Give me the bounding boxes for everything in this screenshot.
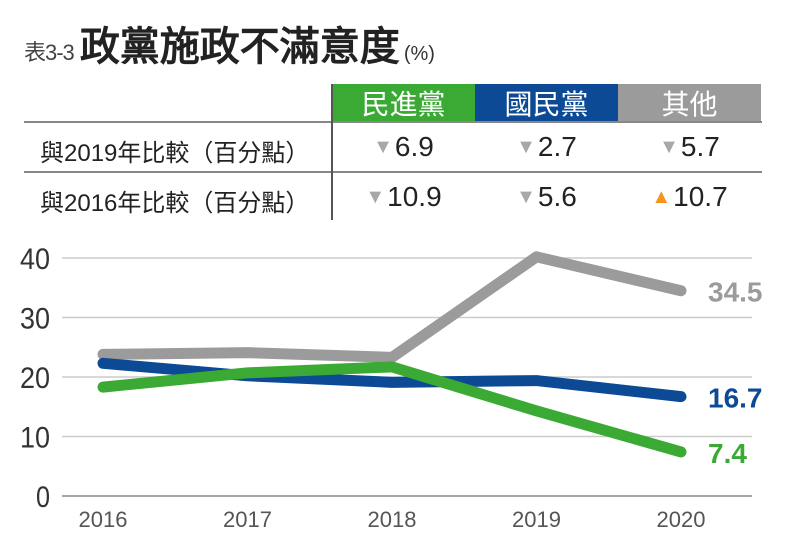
chart-title: 表3-3 政黨施政不滿意度 (%) (24, 14, 435, 72)
column-header: 民進黨 (332, 84, 475, 121)
arrow-down-icon: ▼ (373, 135, 393, 158)
row-divider (24, 219, 762, 221)
x-tick-label: 2017 (223, 507, 272, 532)
end-data-label: 16.7 (708, 383, 763, 414)
table-cell: ▼ 5.7 (618, 125, 761, 169)
arrow-down-icon: ▼ (516, 135, 536, 158)
table-cell: ▼ 10.9 (332, 175, 475, 219)
series-line (97, 357, 687, 403)
cell-value: 6.9 (394, 131, 434, 162)
table-cell: ▼ 6.9 (332, 125, 475, 169)
series-line (97, 361, 687, 458)
cell-value: 10.9 (387, 181, 442, 212)
arrow-down-icon: ▼ (659, 135, 679, 158)
title-unit: (%) (403, 43, 435, 65)
x-tick-label: 2019 (512, 507, 561, 532)
x-tick-label: 2020 (657, 507, 706, 532)
row-label: 與2016年比較（百分點） (40, 190, 310, 217)
x-tick-label: 2018 (368, 507, 417, 532)
cell-value: 5.7 (680, 131, 720, 162)
series-line (97, 251, 687, 363)
table-cell: ▼ 5.6 (475, 175, 618, 219)
row-divider (24, 121, 762, 123)
column-header: 國民黨 (475, 84, 618, 121)
y-tick-label: 0 (36, 481, 50, 514)
row-label: 與2019年比較（百分點） (40, 140, 310, 167)
end-data-label: 34.5 (708, 277, 763, 308)
title-main: 政黨施政不滿意度 (79, 25, 400, 69)
y-tick-label: 20 (20, 362, 50, 395)
arrow-down-icon: ▼ (365, 185, 386, 208)
arrow-up-icon: ▲ (651, 185, 672, 208)
table-cell: ▲ 10.7 (618, 175, 761, 219)
column-divider (331, 84, 333, 220)
cell-value: 5.6 (537, 181, 577, 212)
y-tick-label: 30 (20, 303, 50, 336)
row-divider (24, 171, 762, 173)
x-tick-label: 2016 (79, 507, 128, 532)
cell-value: 2.7 (537, 131, 577, 162)
cell-value: 10.7 (673, 181, 728, 212)
y-tick-label: 40 (20, 243, 50, 276)
title-prefix: 表3-3 (24, 40, 75, 65)
end-data-label: 7.4 (708, 438, 747, 469)
table-cell: ▼ 2.7 (475, 125, 618, 169)
column-header: 其他 (618, 84, 761, 121)
arrow-down-icon: ▼ (516, 185, 536, 208)
y-tick-label: 10 (20, 422, 50, 455)
